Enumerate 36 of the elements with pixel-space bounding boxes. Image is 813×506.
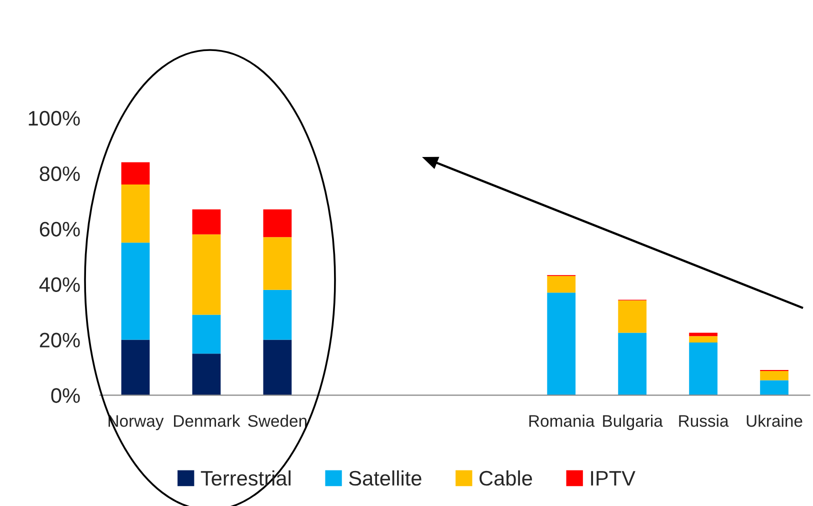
bar: [192, 234, 221, 315]
legend-label: Cable: [480, 470, 532, 486]
bar: [618, 332, 647, 396]
bar: [689, 336, 718, 342]
bar: [121, 340, 150, 396]
x-tick-label: Russia: [679, 414, 729, 427]
bar: [547, 276, 576, 293]
x-tick-label: Ukraine: [746, 414, 802, 427]
legend-label: Satellite: [349, 470, 422, 486]
bar: [618, 300, 647, 333]
bar: [760, 371, 788, 380]
bar: [689, 342, 718, 396]
y-tick-label: 40%: [39, 277, 80, 292]
bar: [121, 242, 150, 340]
bar: [121, 162, 150, 184]
bar: [192, 354, 221, 396]
y-tick-label: 20%: [40, 332, 80, 348]
bar: [263, 340, 292, 396]
x-tick-label: Denmark: [174, 414, 240, 427]
bar: [547, 292, 576, 396]
x-tick-label: Romania: [529, 414, 595, 427]
bar: [263, 237, 292, 290]
x-tick-label: Sweden: [248, 414, 306, 427]
x-tick-label: Bulgaria: [603, 414, 663, 430]
y-tick-label: 80%: [40, 166, 80, 182]
bar: [192, 209, 221, 234]
bar: [263, 290, 292, 340]
bar: [263, 209, 292, 238]
bar: [192, 314, 221, 354]
legend-label: IPTV: [591, 471, 636, 486]
bar: [689, 332, 718, 336]
y-tick-label: 60%: [40, 222, 80, 237]
y-tick-label: 0%: [51, 388, 80, 403]
bar: [121, 184, 150, 243]
bar: [760, 380, 788, 396]
y-tick-label: 100%: [28, 110, 80, 126]
